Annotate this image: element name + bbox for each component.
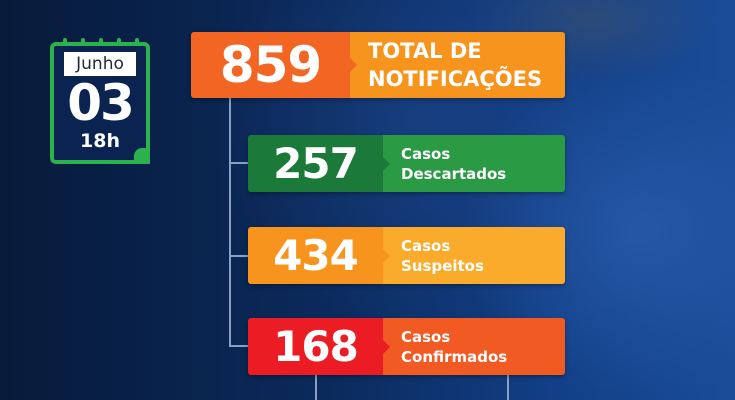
calendar-icon: Junho 03 18h (50, 42, 150, 164)
discarded-value: 257 (248, 135, 390, 192)
confirmed-label: Casos Confirmados (383, 318, 565, 375)
connector-branch (229, 255, 249, 257)
calendar-rings (56, 38, 146, 44)
suspected-cases-box: 434 Casos Suspeitos (248, 227, 565, 284)
discarded-label-line1: Casos (401, 144, 451, 163)
connector-branch (229, 162, 249, 164)
discarded-label-line2: Descartados (401, 164, 507, 183)
connector-down (315, 375, 317, 400)
connector-branch (229, 345, 249, 347)
calendar-hour: 18h (80, 130, 120, 152)
total-notifications-box: 859 TOTAL DE NOTIFICAÇÕES (191, 32, 565, 98)
calendar-month: Junho (64, 52, 136, 76)
confirmed-cases-box: 168 Casos Confirmados (248, 318, 565, 375)
total-value: 859 (191, 32, 357, 98)
calendar-day: 03 (67, 74, 135, 132)
suspected-label: Casos Suspeitos (383, 227, 565, 284)
suspected-value: 434 (248, 227, 390, 284)
discarded-cases-box: 257 Casos Descartados (248, 135, 565, 192)
suspected-label-line2: Suspeitos (401, 256, 484, 275)
total-label-line1: TOTAL DE (368, 39, 482, 63)
connector-vertical (229, 98, 231, 346)
confirmed-value: 168 (248, 318, 390, 375)
suspected-label-line1: Casos (401, 236, 451, 255)
total-label-line2: NOTIFICAÇÕES (368, 67, 543, 91)
discarded-label: Casos Descartados (383, 135, 565, 192)
connector-down (507, 375, 509, 400)
confirmed-label-line1: Casos (401, 327, 451, 346)
calendar-page-fold (134, 148, 150, 164)
total-label: TOTAL DE NOTIFICAÇÕES (350, 32, 565, 98)
confirmed-label-line2: Confirmados (401, 347, 508, 366)
